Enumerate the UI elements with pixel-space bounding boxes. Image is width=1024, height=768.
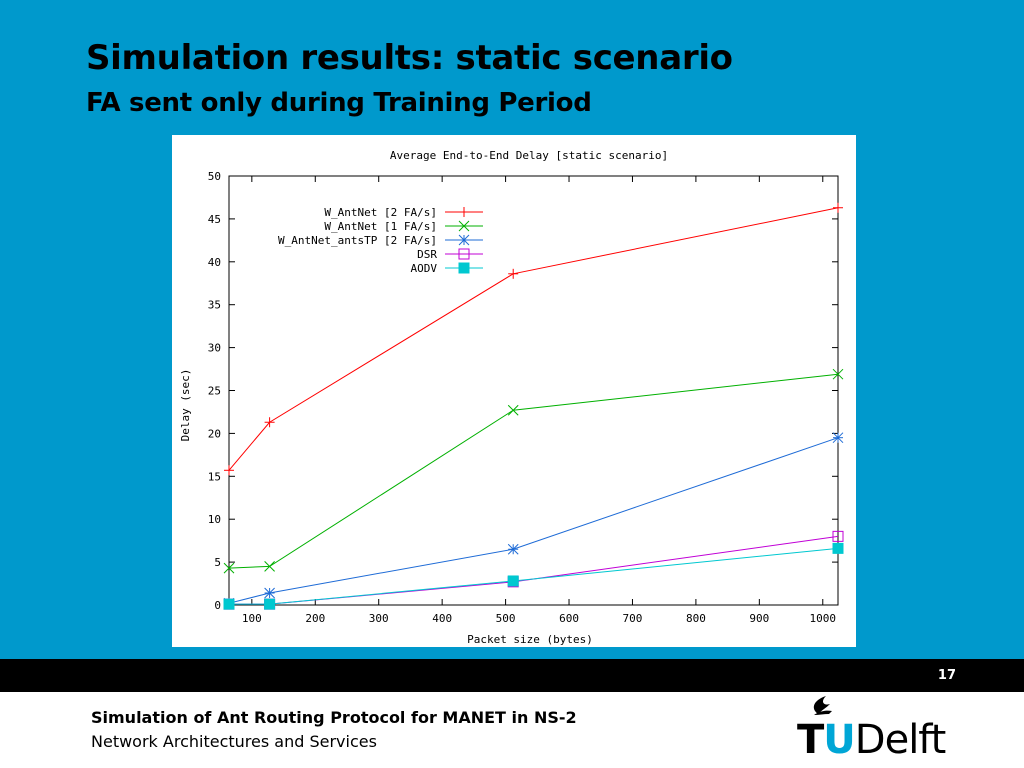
- x-tick-label: 500: [496, 612, 516, 625]
- data-point: [223, 562, 235, 574]
- data-point: [833, 202, 843, 213]
- slide-subtitle: FA sent only during Training Period: [86, 88, 592, 118]
- legend-label: DSR: [417, 248, 437, 261]
- footer-band: [0, 659, 1024, 692]
- data-point: [459, 207, 469, 217]
- data-point: [458, 234, 470, 246]
- data-point: [458, 262, 470, 274]
- data-point: [223, 598, 235, 610]
- y-tick-label: 45: [208, 213, 221, 226]
- data-point: [264, 587, 275, 599]
- data-point: [832, 530, 844, 542]
- series-line: [228, 437, 839, 604]
- y-tick-label: 20: [208, 427, 221, 440]
- x-tick-label: 100: [242, 612, 262, 625]
- y-tick-label: 5: [214, 556, 221, 569]
- page-number: 17: [937, 668, 956, 683]
- footer-subtitle: Network Architectures and Services: [91, 732, 377, 751]
- footer: [0, 692, 1024, 768]
- y-tick-label: 0: [214, 599, 221, 612]
- legend-label: AODV: [411, 262, 438, 275]
- logo-delft: Delft: [854, 717, 947, 763]
- y-tick-label: 30: [208, 342, 221, 355]
- slide-title: Simulation results: static scenario: [86, 38, 733, 78]
- data-point: [508, 268, 519, 279]
- x-tick-label: 200: [305, 612, 325, 625]
- tudelft-logo: TUDelft: [797, 716, 947, 764]
- data-point: [264, 598, 276, 610]
- y-tick-label: 15: [208, 470, 221, 483]
- y-tick-label: 50: [208, 170, 221, 183]
- legend-label: W_AntNet_antsTP [2 FA/s]: [278, 234, 437, 247]
- y-axis-label: Delay (sec): [179, 369, 192, 442]
- series-line: [229, 547, 839, 605]
- legend-label: W_AntNet [1 FA/s]: [324, 220, 437, 233]
- x-tick-label: 600: [559, 612, 579, 625]
- y-tick-label: 35: [208, 299, 221, 312]
- y-tick-label: 25: [208, 385, 221, 398]
- x-tick-label: 1000: [810, 612, 837, 625]
- data-point: [507, 404, 519, 416]
- series-line: [228, 373, 839, 569]
- flame-icon: [813, 696, 832, 715]
- series-line: [228, 207, 839, 471]
- x-tick-label: 700: [623, 612, 643, 625]
- x-tick-label: 800: [686, 612, 706, 625]
- data-point: [458, 220, 470, 232]
- logo-t: T: [797, 717, 824, 763]
- data-point: [458, 248, 470, 260]
- data-point: [264, 561, 275, 572]
- y-tick-label: 40: [208, 256, 221, 269]
- data-point: [832, 368, 844, 380]
- chart-panel: 100 200 300 400 500 600 700 800 900 1000 0 5 10 15 20 2…: [172, 135, 856, 647]
- data-point: [832, 542, 844, 554]
- x-axis-label: Packet size (bytes): [467, 633, 593, 646]
- data-point: [507, 543, 519, 555]
- x-tick-label: 900: [749, 612, 769, 625]
- y-tick-label: 10: [208, 513, 221, 526]
- x-tick-label: 400: [432, 612, 452, 625]
- chart-title: Average End-to-End Delay [static scenari…: [390, 149, 668, 162]
- data-point: [264, 417, 275, 428]
- x-tick-label: 300: [369, 612, 389, 625]
- footer-title: Simulation of Ant Routing Protocol for M…: [91, 708, 577, 727]
- logo-u: U: [823, 717, 856, 763]
- data-point: [507, 575, 519, 587]
- data-point: [832, 432, 844, 444]
- data-point: [224, 465, 234, 476]
- delay-chart: 100 200 300 400 500 600 700 800 900 1000 0 5 10 15 20 2…: [179, 149, 844, 646]
- legend-label: W_AntNet [2 FA/s]: [324, 206, 437, 219]
- series-line: [229, 535, 839, 605]
